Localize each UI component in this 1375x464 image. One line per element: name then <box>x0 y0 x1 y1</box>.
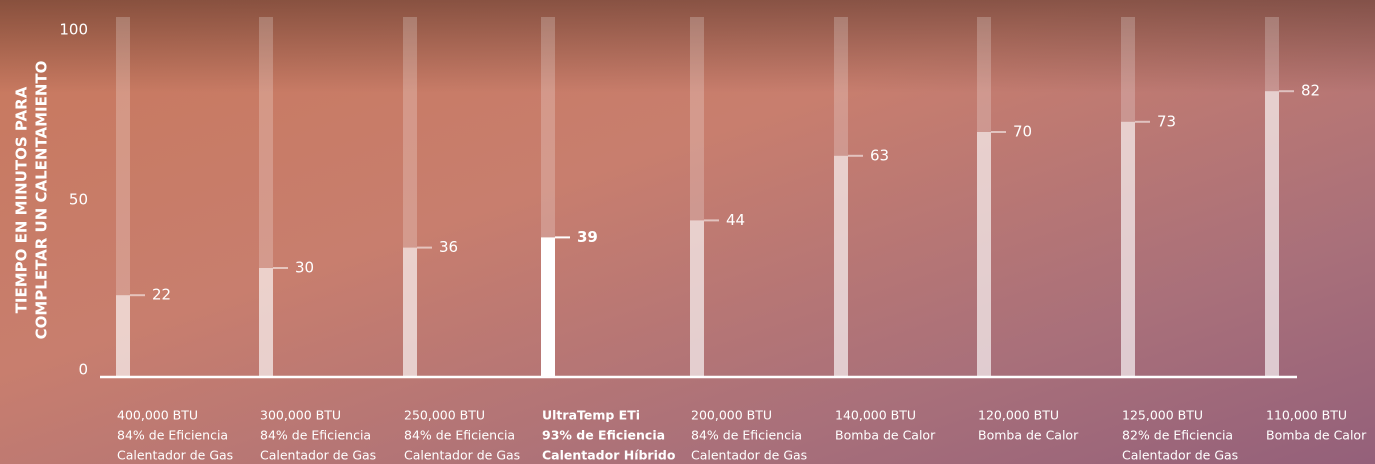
bar <box>259 268 273 377</box>
chart: TIEMPO EN MINUTOS PARA COMPLETAR UN CALE… <box>0 0 1375 464</box>
value-label: 70 <box>1013 123 1032 141</box>
page: TIEMPO EN MINUTOS PARA COMPLETAR UN CALE… <box>0 0 1375 464</box>
bar <box>403 248 417 377</box>
x-tick-label: Bomba de Calor <box>978 428 1079 443</box>
x-tick-label: Calentador de Gas <box>691 448 807 463</box>
y-tick-label: 100 <box>59 21 88 39</box>
x-tick-label: Calentador de Gas <box>1122 448 1238 463</box>
x-tick-label: 84% de Eficiencia <box>260 428 371 443</box>
y-tick-label: 50 <box>69 191 88 209</box>
value-label: 39 <box>577 228 598 246</box>
x-tick-label: Calentador Híbrido <box>542 448 676 463</box>
x-tick-label: 200,000 BTU <box>691 408 772 423</box>
x-tick-label: 120,000 BTU <box>978 408 1059 423</box>
x-tick-label: 84% de Eficiencia <box>404 428 515 443</box>
x-tick-label: UltraTemp ETi <box>542 408 640 423</box>
value-label: 30 <box>295 259 314 277</box>
value-label: 63 <box>870 146 889 164</box>
bar <box>116 295 130 377</box>
value-label: 22 <box>152 286 171 304</box>
x-tick-label: 110,000 BTU <box>1266 408 1347 423</box>
x-tick-label: 300,000 BTU <box>260 408 341 423</box>
value-label: 73 <box>1157 112 1176 130</box>
x-tick-label: Calentador de Gas <box>404 448 520 463</box>
background-shade <box>0 0 1375 464</box>
y-tick-label: 0 <box>78 361 88 379</box>
x-tick-label: Calentador de Gas <box>260 448 376 463</box>
x-tick-label: Bomba de Calor <box>1266 428 1367 443</box>
x-tick-label: 140,000 BTU <box>835 408 916 423</box>
value-label: 44 <box>726 211 745 229</box>
bar <box>690 220 704 377</box>
y-axis-title: COMPLETAR UN CALENTAMIENTO <box>33 61 51 340</box>
value-label: 36 <box>439 238 458 256</box>
x-tick-label: Calentador de Gas <box>117 448 233 463</box>
x-tick-label: 250,000 BTU <box>404 408 485 423</box>
bar <box>1265 91 1279 377</box>
y-axis-title: TIEMPO EN MINUTOS PARA <box>13 86 31 313</box>
x-tick-label: 93% de Eficiencia <box>542 428 665 443</box>
value-label: 82 <box>1301 82 1320 100</box>
bar <box>541 237 555 377</box>
x-tick-label: 125,000 BTU <box>1122 408 1203 423</box>
x-tick-label: 84% de Eficiencia <box>117 428 228 443</box>
x-tick-label: Bomba de Calor <box>835 428 936 443</box>
bar <box>834 156 848 377</box>
x-tick-label: 82% de Eficiencia <box>1122 428 1233 443</box>
x-tick-label: 400,000 BTU <box>117 408 198 423</box>
bar <box>1121 122 1135 377</box>
x-tick-label: 84% de Eficiencia <box>691 428 802 443</box>
bar <box>977 132 991 377</box>
